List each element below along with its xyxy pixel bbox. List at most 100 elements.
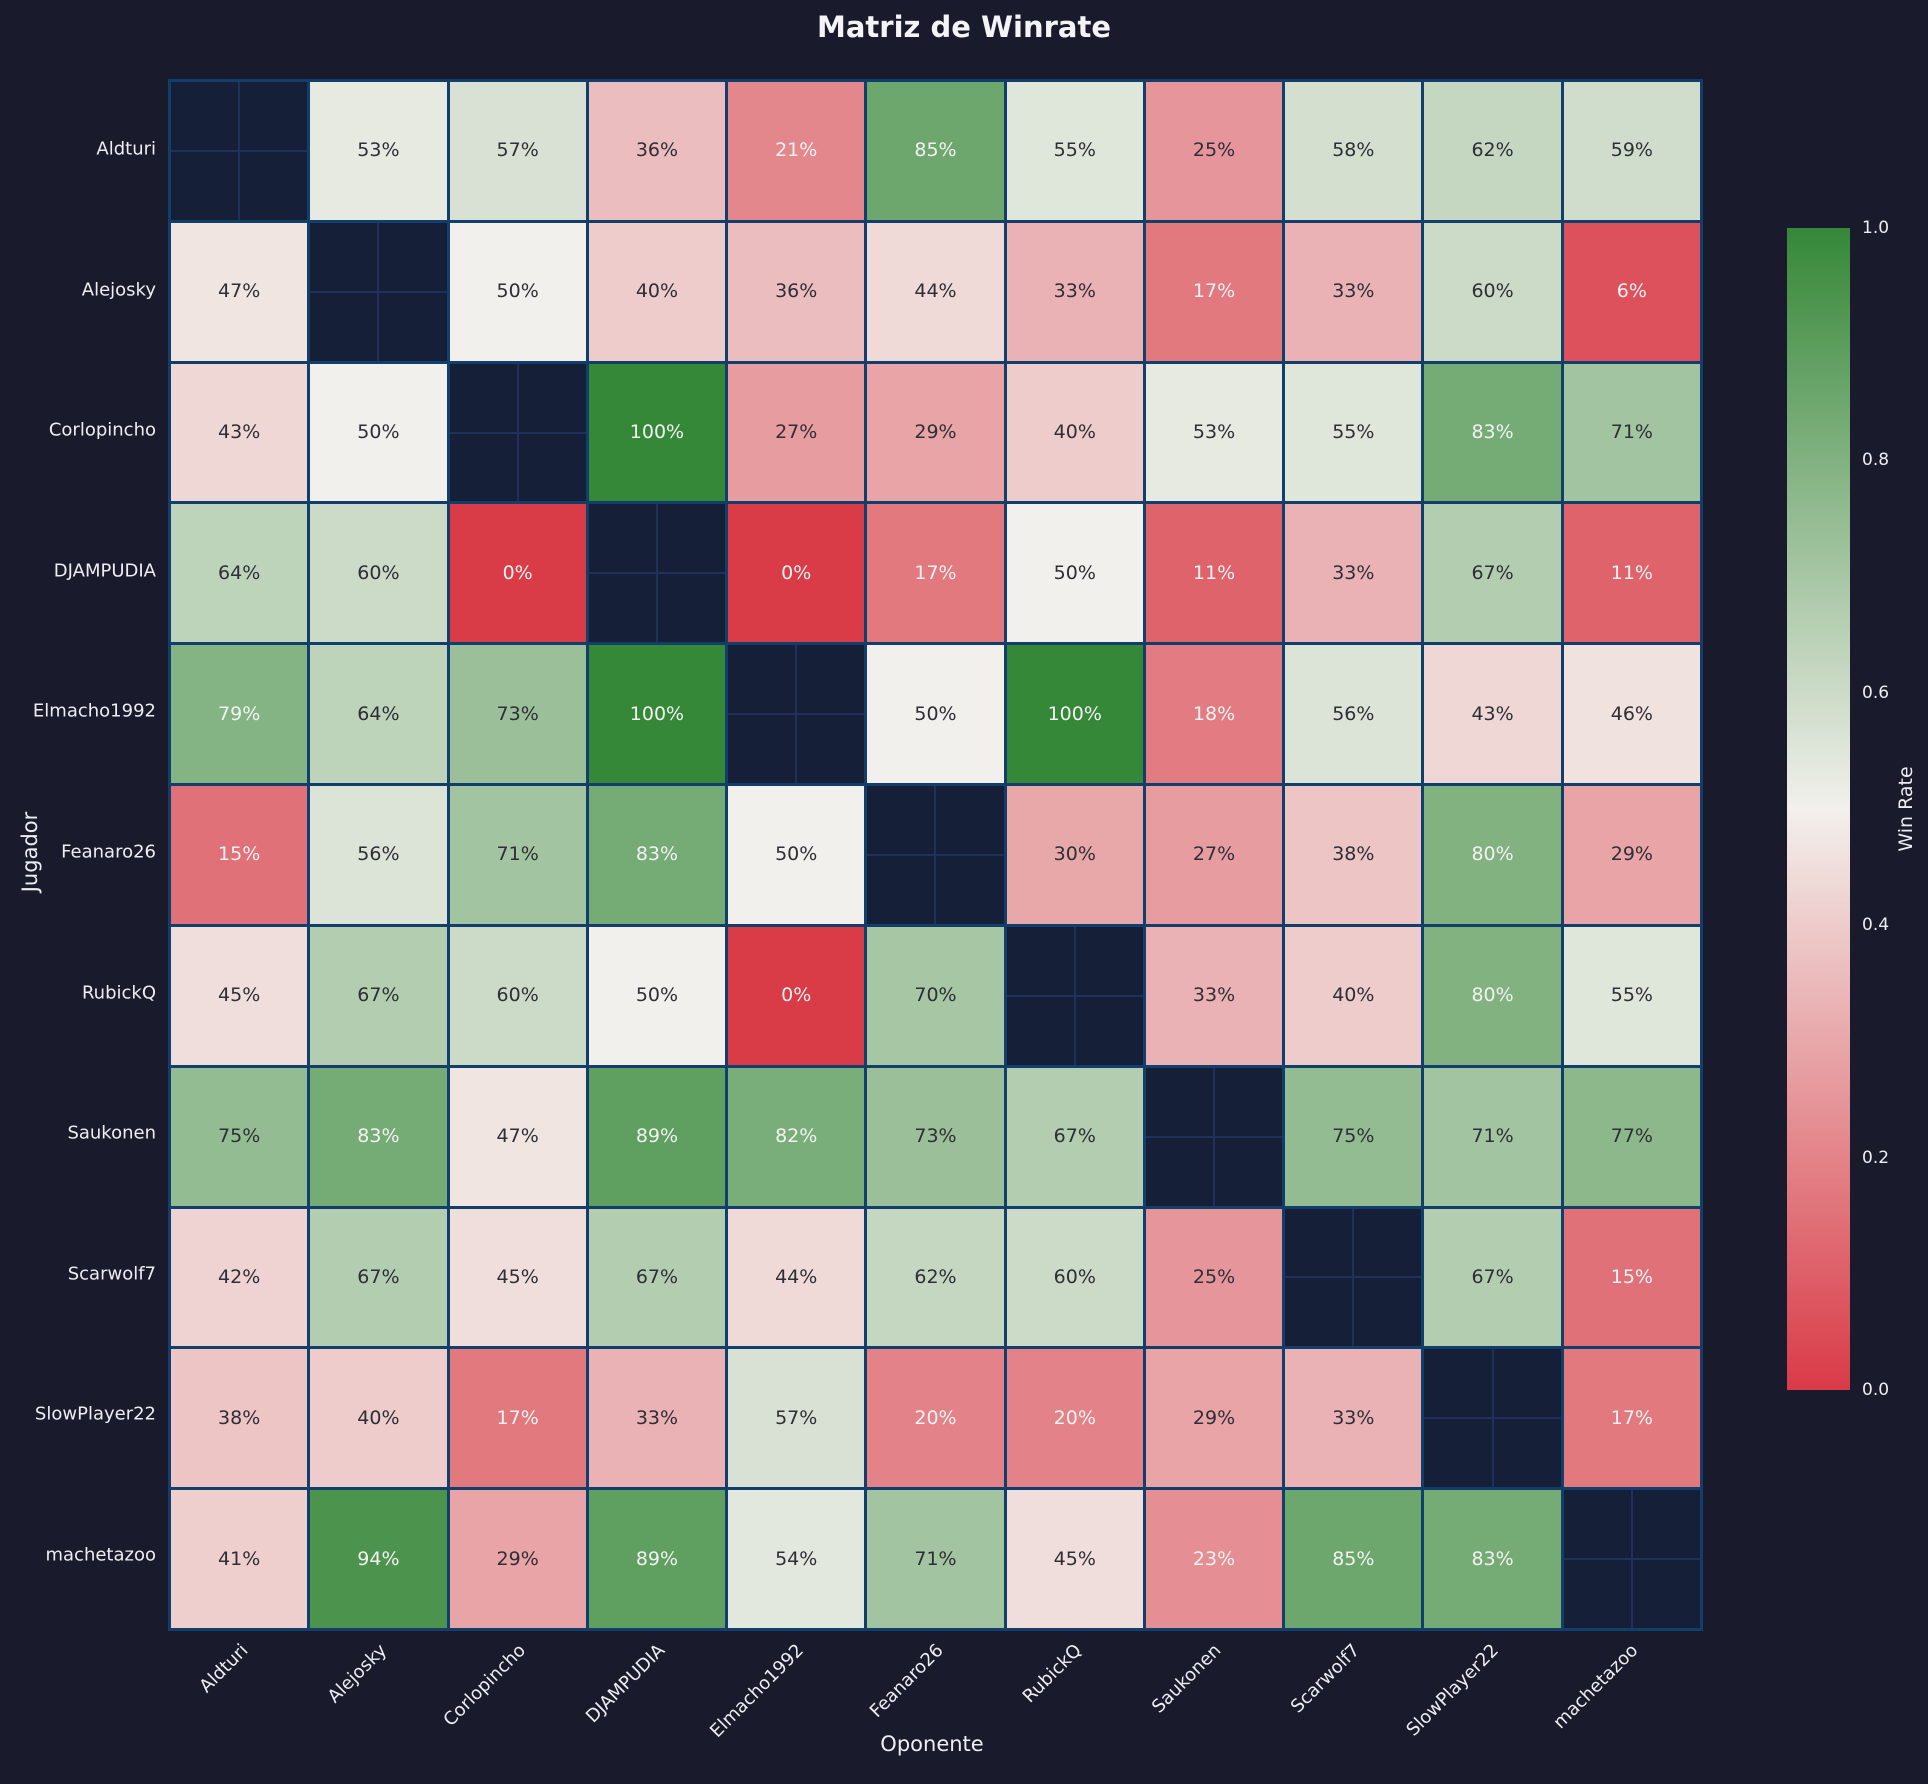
heatmap-cell-diagonal: [310, 222, 447, 361]
y-tick-label: Alejosky: [81, 279, 156, 301]
chart-title: Matriz de Winrate: [816, 10, 1112, 44]
heatmap-cell: 53%: [310, 82, 447, 220]
heatmap-cell: 33%: [1006, 222, 1143, 361]
heatmap-cell: 80%: [1424, 786, 1561, 924]
heatmap-cell: 17%: [1145, 222, 1283, 361]
heatmap-cell: 73%: [867, 1067, 1004, 1206]
heatmap-cell: 30%: [1006, 786, 1143, 924]
y-tick-label: Saukonen: [67, 1122, 156, 1144]
heatmap-cell: 60%: [449, 926, 586, 1065]
y-axis-label: Jugador: [18, 811, 42, 893]
heatmap-cell: 15%: [171, 786, 308, 924]
heatmap-cell: 45%: [171, 926, 308, 1065]
heatmap-cell: 0%: [728, 504, 865, 643]
heatmap-cell: 59%: [1563, 82, 1700, 220]
heatmap-cell-diagonal: [1285, 1208, 1422, 1347]
heatmap-cell: 67%: [310, 1208, 447, 1347]
heatmap-cell: 57%: [728, 1349, 865, 1488]
heatmap-cell: 60%: [1006, 1208, 1143, 1347]
heatmap-cell: 40%: [310, 1349, 447, 1488]
colorbar-tick-label: 0.2: [1862, 1147, 1890, 1168]
heatmap-cell-diagonal: [1006, 926, 1143, 1065]
colorbar-tick-label: 0.8: [1862, 450, 1890, 471]
heatmap-cell: 17%: [1563, 1349, 1700, 1488]
x-tick-label: Feanaro26: [865, 1640, 948, 1722]
heatmap-cell: 71%: [449, 786, 586, 924]
heatmap-cell: 40%: [588, 222, 726, 361]
x-tick-label: Corlopincho: [439, 1640, 531, 1731]
heatmap-cell: 25%: [1145, 1208, 1283, 1347]
heatmap-cell: 20%: [867, 1349, 1004, 1488]
heatmap-cell-diagonal: [1424, 1349, 1561, 1488]
x-tick-label: Elmacho1992: [706, 1640, 809, 1742]
colorbar-tick-label: 0.0: [1862, 1380, 1890, 1400]
x-axis-label: Oponente: [880, 1732, 984, 1756]
x-tick-label: SlowPlayer22: [1402, 1640, 1504, 1741]
heatmap-cell: 67%: [1006, 1067, 1143, 1206]
heatmap-cell: 11%: [1563, 504, 1700, 643]
colorbar-tick-label: 0.6: [1862, 682, 1890, 703]
heatmap-cell: 67%: [1424, 1208, 1561, 1347]
heatmap-cell: 46%: [1563, 645, 1700, 784]
heatmap-cell: 38%: [1285, 786, 1422, 924]
heatmap-cell: 75%: [171, 1067, 308, 1206]
heatmap-cell: 89%: [588, 1490, 726, 1628]
heatmap-cell: 89%: [588, 1067, 726, 1206]
heatmap-cell: 17%: [449, 1349, 586, 1488]
heatmap-cell: 67%: [1424, 504, 1561, 643]
colorbar-label: Win Rate: [1895, 766, 1917, 852]
heatmap-cell: 15%: [1563, 1208, 1700, 1347]
heatmap-cell: 50%: [867, 645, 1004, 784]
heatmap-cell: 80%: [1424, 926, 1561, 1065]
heatmap-cell: 0%: [728, 926, 865, 1065]
heatmap-cell: 29%: [1563, 786, 1700, 924]
heatmap-cell: 50%: [449, 222, 586, 361]
heatmap-cell: 27%: [728, 363, 865, 502]
heatmap-cell: 60%: [1424, 222, 1561, 361]
heatmap-cell: 42%: [171, 1208, 308, 1347]
heatmap-cell: 41%: [171, 1490, 308, 1628]
y-tick-label: Feanaro26: [61, 841, 156, 863]
x-tick-label: Alejosky: [324, 1640, 392, 1708]
y-tick-label: Scarwolf7: [67, 1263, 156, 1285]
heatmap-cell: 55%: [1563, 926, 1700, 1065]
heatmap-cell: 77%: [1563, 1067, 1700, 1206]
x-tick-label: Scarwolf7: [1287, 1640, 1365, 1718]
heatmap-cell: 85%: [867, 82, 1004, 220]
y-tick-label: machetazoo: [45, 1544, 156, 1566]
colorbar-tick-label: 0.4: [1862, 915, 1890, 936]
heatmap-cell: 43%: [171, 363, 308, 502]
heatmap-cell: 83%: [1424, 1490, 1561, 1628]
heatmap-cell: 44%: [728, 1208, 865, 1347]
heatmap-cell: 33%: [1285, 504, 1422, 643]
heatmap-cell-diagonal: [449, 363, 586, 502]
heatmap-cell: 29%: [449, 1490, 586, 1628]
y-tick-label: RubickQ: [81, 982, 156, 1004]
heatmap-cell: 83%: [588, 786, 726, 924]
heatmap-cell: 47%: [171, 222, 308, 361]
heatmap-cell: 36%: [728, 222, 865, 361]
heatmap-cell: 23%: [1145, 1490, 1283, 1628]
heatmap-cell: 71%: [1424, 1067, 1561, 1206]
x-tick-label: Saukonen: [1147, 1640, 1226, 1718]
heatmap-cell: 45%: [449, 1208, 586, 1347]
heatmap-grid: 53% 57% 36% 21% 85% 55% 25% 58% 62% 59% 47% 50% 40% 3…: [168, 79, 1703, 1631]
colorbar-tick-label: 1.0: [1862, 218, 1890, 238]
x-axis-tick-labels: Aldturi Alejosky Corlopincho DJAMPUDIA Elmac…: [168, 1634, 1697, 1784]
heatmap-cell: 25%: [1145, 82, 1283, 220]
heatmap-cell: 21%: [728, 82, 865, 220]
heatmap-cell: 33%: [588, 1349, 726, 1488]
heatmap-cell: 33%: [1145, 926, 1283, 1065]
heatmap-cell: 33%: [1285, 222, 1422, 361]
y-tick-label: Corlopincho: [48, 419, 156, 441]
heatmap-cell: 57%: [449, 82, 586, 220]
heatmap-cell: 64%: [171, 504, 308, 643]
heatmap-cell: 54%: [728, 1490, 865, 1628]
heatmap-cell: 50%: [728, 786, 865, 924]
x-tick-label: DJAMPUDIA: [582, 1640, 670, 1728]
heatmap-cell: 29%: [1145, 1349, 1283, 1488]
heatmap-cell-diagonal: [171, 82, 308, 220]
heatmap-cell: 55%: [1285, 363, 1422, 502]
heatmap-cell: 56%: [1285, 645, 1422, 784]
heatmap-cell: 20%: [1006, 1349, 1143, 1488]
